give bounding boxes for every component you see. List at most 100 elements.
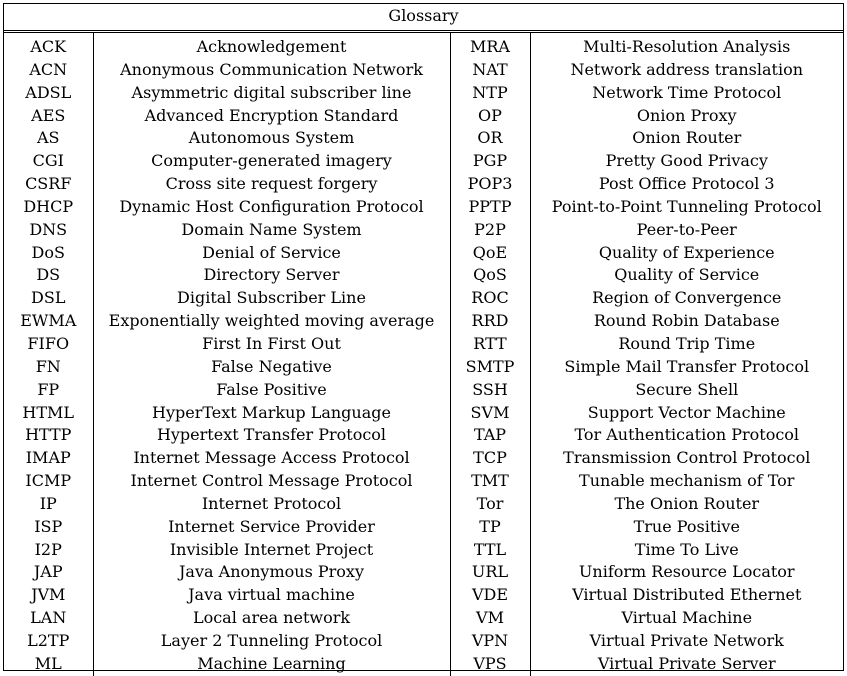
acronym-right: TTL	[450, 538, 531, 562]
acronym-left: AES	[4, 104, 94, 128]
definition-left: Exponentially weighted moving average	[93, 310, 451, 333]
glossary-row: CSRF Cross site request forgery POP3 Post O…	[4, 173, 843, 196]
glossary-rows: ACK Acknowledgement MRA Multi-Resolution An…	[4, 32, 843, 676]
acronym-left: DNS	[4, 218, 94, 242]
definition-right: Virtual Private Network	[589, 630, 784, 650]
glossary-row: AES Advanced Encryption Standard OP Onion P…	[4, 104, 843, 128]
definition-left: False Positive	[93, 378, 451, 402]
glossary-row: HTML HyperText Markup Language SVM Support …	[4, 401, 843, 425]
definition-left: Advanced Encryption Standard	[93, 104, 451, 128]
definition-right: Virtual Machine	[621, 608, 753, 628]
definition-left: Dynamic Host Configuration Protocol	[93, 195, 451, 219]
definition-left: Internet Service Provider	[93, 515, 451, 539]
definition-left: Domain Name System	[93, 218, 451, 242]
acronym-left: HTML	[4, 401, 94, 425]
definition-right: Transmission Control Protocol	[563, 448, 811, 468]
definition-left: Denial of Service	[93, 241, 451, 265]
glossary-row: JVM Java virtual machine VDE Virtual Distri…	[4, 584, 843, 608]
definition-left: Internet Protocol	[93, 492, 451, 516]
acronym-right: TAP	[450, 424, 531, 448]
definition-left: HyperText Markup Language	[93, 401, 451, 425]
definition-left: Computer-generated imagery	[93, 150, 451, 174]
acronym-right: PPTP	[450, 195, 531, 219]
definition-right: Point-to-Point Tunneling Protocol	[551, 196, 822, 216]
acronym-right: OR	[450, 127, 531, 151]
definition-right: Uniform Resource Locator	[578, 562, 795, 582]
acronym-right: RRD	[450, 310, 531, 333]
glossary-row: AS Autonomous System OR Onion Router	[4, 127, 843, 151]
glossary-table: Glossary ACK Acknowledgement MRA Multi-Reso…	[3, 3, 844, 676]
acronym-right: ROC	[450, 287, 531, 311]
definition-left: Local area network	[93, 607, 451, 630]
glossary-row: ML Machine Learning VPS Virtual Private Ser…	[4, 652, 843, 676]
definition-right: Virtual Distributed Ethernet	[572, 585, 802, 605]
acronym-left: ISP	[4, 515, 94, 539]
acronym-left: FN	[4, 355, 94, 379]
acronym-left: L2TP	[4, 629, 94, 653]
acronym-left: ACK	[4, 32, 94, 59]
definition-right: Multi-Resolution Analysis	[583, 37, 791, 56]
glossary-body: ACK Acknowledgement MRA Multi-Resolution An…	[4, 32, 843, 676]
definition-right: Tunable mechanism of Tor	[579, 471, 795, 491]
acronym-left: HTTP	[4, 424, 94, 448]
definition-left: First In First Out	[93, 332, 451, 356]
definition-right: Quality of Experience	[598, 242, 775, 262]
definition-right: Round Robin Database	[593, 311, 780, 331]
acronym-right: VM	[450, 607, 531, 630]
acronym-left: CGI	[4, 150, 94, 174]
acronym-right: POP3	[450, 173, 531, 196]
acronym-right: SMTP	[450, 355, 531, 379]
definition-left: Cross site request forgery	[93, 173, 451, 196]
definition-left: Directory Server	[93, 264, 451, 288]
glossary-row: ISP Internet Service Provider TP True Posit…	[4, 515, 843, 539]
definition-left: Invisible Internet Project	[93, 538, 451, 562]
acronym-left: JAP	[4, 561, 94, 585]
acronym-left: DoS	[4, 241, 94, 265]
definition-left: Acknowledgement	[93, 32, 451, 59]
definition-right: Simple Mail Transfer Protocol	[564, 356, 810, 376]
acronym-left: JVM	[4, 584, 94, 608]
definition-left: Autonomous System	[93, 127, 451, 151]
acronym-right: NAT	[450, 58, 531, 82]
definition-right: Support Vector Machine	[587, 402, 786, 422]
definition-right: Tor Authentication Protocol	[574, 425, 800, 445]
glossary-row: ACK Acknowledgement MRA Multi-Resolution An…	[4, 32, 843, 59]
definition-left: Internet Control Message Protocol	[93, 470, 451, 493]
definition-left: Asymmetric digital subscriber line	[93, 81, 451, 105]
acronym-right: SVM	[450, 401, 531, 425]
glossary-row: DS Directory Server QoS Quality of Service	[4, 264, 843, 288]
glossary-row: DNS Domain Name System P2P Peer-to-Peer	[4, 218, 843, 242]
glossary-row: L2TP Layer 2 Tunneling Protocol VPN Virtual…	[4, 629, 843, 653]
acronym-left: FP	[4, 378, 94, 402]
acronym-left: ICMP	[4, 470, 94, 493]
acronym-left: ADSL	[4, 81, 94, 105]
definition-right: Network Time Protocol	[592, 82, 782, 102]
acronym-right: QoS	[450, 264, 531, 288]
glossary-row: DSL Digital Subscriber Line ROC Region of C…	[4, 287, 843, 311]
definition-left: Internet Message Access Protocol	[93, 447, 451, 471]
definition-right: Region of Convergence	[592, 288, 782, 308]
definition-right: The Onion Router	[614, 493, 760, 513]
acronym-right: RTT	[450, 332, 531, 356]
acronym-right: URL	[450, 561, 531, 585]
glossary-row: HTTP Hypertext Transfer Protocol TAP Tor Au…	[4, 424, 843, 448]
glossary-row: CGI Computer-generated imagery PGP Pretty G…	[4, 150, 843, 174]
acronym-left: IP	[4, 492, 94, 516]
acronym-right: PGP	[450, 150, 531, 174]
glossary-row: ACN Anonymous Communication Network NAT Net…	[4, 58, 843, 82]
glossary-title: Glossary	[4, 4, 843, 31]
definition-right: True Positive	[633, 516, 740, 536]
definition-right: Secure Shell	[635, 379, 739, 399]
definition-right: Quality of Service	[614, 265, 760, 285]
acronym-right: TCP	[450, 447, 531, 471]
glossary-row: IMAP Internet Message Access Protocol TCP T…	[4, 447, 843, 471]
acronym-right: TMT	[450, 470, 531, 493]
acronym-left: EWMA	[4, 310, 94, 333]
definition-right: Network address translation	[570, 59, 804, 79]
acronym-right: TP	[450, 515, 531, 539]
acronym-right: QoE	[450, 241, 531, 265]
definition-right: Onion Proxy	[636, 105, 737, 125]
glossary-row: IP Internet Protocol Tor The Onion Router	[4, 492, 843, 516]
acronym-left: LAN	[4, 607, 94, 630]
definition-right: Pretty Good Privacy	[605, 151, 768, 171]
